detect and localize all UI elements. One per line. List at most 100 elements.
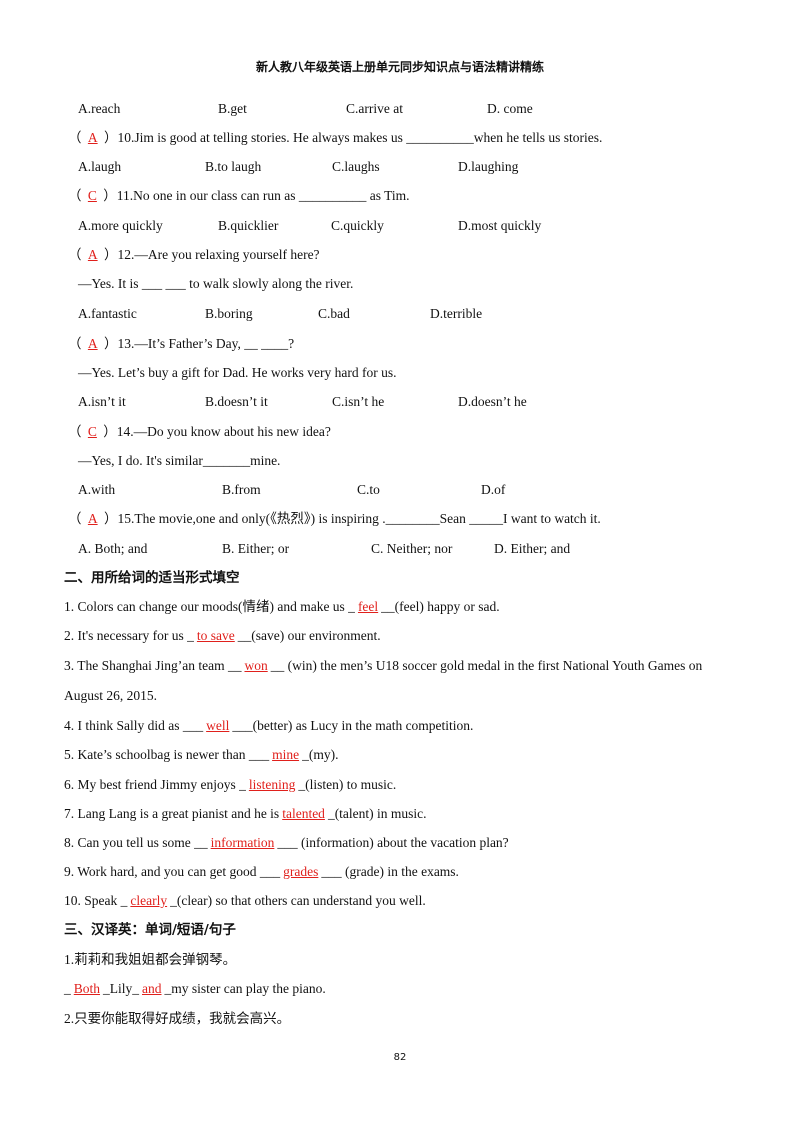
text-line: 10. Speak _ clearly _(clear) so that other… <box>64 892 426 910</box>
text: when he tells us stories. <box>473 130 603 145</box>
text: ）12.—Are you relaxing yourself here? <box>100 247 320 262</box>
text: _Lily_ <box>103 981 140 996</box>
option: C.to <box>357 482 380 497</box>
answer: clearly <box>130 893 168 908</box>
answer: grades <box>283 864 319 879</box>
option: B. Either; or <box>222 541 290 556</box>
text-line: （ A ）15.The movie,one and only(《热烈》) is … <box>68 510 601 528</box>
text-line: 三、汉译英：单词/短语/句子 <box>64 921 236 939</box>
answer: mine <box>272 747 300 762</box>
text: 10. Speak _ <box>64 893 128 908</box>
text: 1.莉莉和我姐姐都会弹钢琴。 <box>64 952 237 967</box>
option: A. Both; and <box>78 541 148 556</box>
text: （ <box>68 130 85 145</box>
text-line: （ C ）14.—Do you know about his new idea? <box>68 423 331 441</box>
answer: A <box>87 511 98 526</box>
answer: information <box>210 835 275 850</box>
text: 9. Work hard, and you can get good ___ <box>64 864 281 879</box>
text: ___ (grade) in the exams. <box>321 864 459 879</box>
text-line: 2.只要你能取得好成绩，我就会高兴。 <box>64 1010 290 1028</box>
text: _(listen) to music. <box>298 777 397 792</box>
answer: talented <box>282 806 325 821</box>
text: 8. Can you tell us some __ <box>64 835 208 850</box>
text-line: —Yes. It is ___ ___ to walk slowly along… <box>78 275 353 293</box>
answer: listening <box>248 777 296 792</box>
option: D. come <box>487 101 533 116</box>
text: __(save) our environment. <box>237 628 381 643</box>
option: B.quicklier <box>218 218 279 233</box>
answer: Both <box>73 981 101 996</box>
text: _ <box>64 981 71 996</box>
option: A.more quickly <box>78 218 163 233</box>
text: August 26, 2015. <box>64 688 158 703</box>
text: 4. I think Sally did as ___ <box>64 718 204 733</box>
text: _my sister can play the piano. <box>164 981 326 996</box>
text: ）14.—Do you know about his new idea? <box>99 424 331 439</box>
text-line: —Yes, I do. It's similar_______mine. <box>78 452 280 470</box>
option: C.arrive at <box>346 101 403 116</box>
option: B.doesn’t it <box>205 394 268 409</box>
text-line: 5. Kate’s schoolbag is newer than ___ min… <box>64 746 338 764</box>
option: A.reach <box>78 101 121 116</box>
section-heading: 三、汉译英：单词/短语/句子 <box>64 922 236 938</box>
answer: A <box>87 130 98 145</box>
option: D.laughing <box>458 159 519 174</box>
text: __________ <box>406 130 474 145</box>
text-line: 6. My best friend Jimmy enjoys _ listenin… <box>64 776 396 794</box>
option: B.boring <box>205 306 253 321</box>
text-line: August 26, 2015. <box>64 687 157 705</box>
text-line: 1. Colors can change our moods(情绪) and m… <box>64 598 500 616</box>
text: （ <box>68 424 85 439</box>
text-line: 7. Lang Lang is a great pianist and he i… <box>64 805 427 823</box>
text: 1. Colors can change our moods(情绪) and m… <box>64 599 355 614</box>
text: 3. The Shanghai Jing’an team __ <box>64 658 242 673</box>
text-line: （ C ）11.No one in our class can run as _… <box>68 187 410 205</box>
option: D.of <box>481 482 506 497</box>
option: A.with <box>78 482 116 497</box>
text: ___(better) as Lucy in the math competit… <box>232 718 474 733</box>
option: D.doesn’t he <box>458 394 527 409</box>
text: as Tim. <box>366 188 410 203</box>
text: 7. Lang Lang is a great pianist and he i… <box>64 806 280 821</box>
answer: feel <box>357 599 379 614</box>
option: D. Either; and <box>494 541 571 556</box>
text: 2. It's necessary for us _ <box>64 628 194 643</box>
option: B.get <box>218 101 247 116</box>
text-line: 8. Can you tell us some __ information ___… <box>64 834 509 852</box>
text: _(my). <box>302 747 339 762</box>
answer: won <box>244 658 268 673</box>
option: C.isn’t he <box>332 394 385 409</box>
text: —Yes. It is ___ ___ to walk slowly along… <box>78 276 354 291</box>
option: A.laugh <box>78 159 122 174</box>
option: D.terrible <box>430 306 483 321</box>
text: 6. My best friend Jimmy enjoys _ <box>64 777 246 792</box>
answer: well <box>206 718 230 733</box>
text-line: 1.莉莉和我姐姐都会弹钢琴。 <box>64 951 236 969</box>
text: 2.只要你能取得好成绩，我就会高兴。 <box>64 1011 291 1026</box>
text: （ <box>68 188 85 203</box>
text: __(feel) happy or sad. <box>381 599 500 614</box>
header-title: 新人教八年级英语上册单元同步知识点与语法精讲精练 <box>255 60 544 74</box>
text: （ <box>68 247 85 262</box>
answer: C <box>87 424 97 439</box>
text-line: 2. It's necessary for us _ to save __(save… <box>64 627 381 645</box>
text-line: 二、用所给词的适当形式填空 <box>64 569 240 587</box>
text-line: _ Both _Lily_ and _my sister can play the pi… <box>64 980 326 998</box>
text: 5. Kate’s schoolbag is newer than ___ <box>64 747 270 762</box>
option: C.laughs <box>332 159 380 174</box>
text: —Yes, I do. It's similar_______mine. <box>78 453 281 468</box>
answer: and <box>142 981 162 996</box>
text-line: —Yes. Let’s buy a gift for Dad. He works… <box>78 364 396 382</box>
page-number: 82 <box>393 1052 407 1063</box>
section-heading: 二、用所给词的适当形式填空 <box>64 570 240 586</box>
text-line: 3. The Shanghai Jing’an team __ won __ (wi… <box>64 657 702 675</box>
text: __ (win) the men’s U18 soccer gold medal… <box>270 658 703 673</box>
answer: C <box>87 188 97 203</box>
option: A.fantastic <box>78 306 137 321</box>
text: _(talent) in music. <box>327 806 427 821</box>
text: ）11.No one in our class can run as <box>99 188 299 203</box>
text: （ <box>68 511 85 526</box>
answer: to save <box>196 628 235 643</box>
option: B.to laugh <box>205 159 262 174</box>
text-line: （ A ）10.Jim is good at telling stories. … <box>68 129 602 147</box>
